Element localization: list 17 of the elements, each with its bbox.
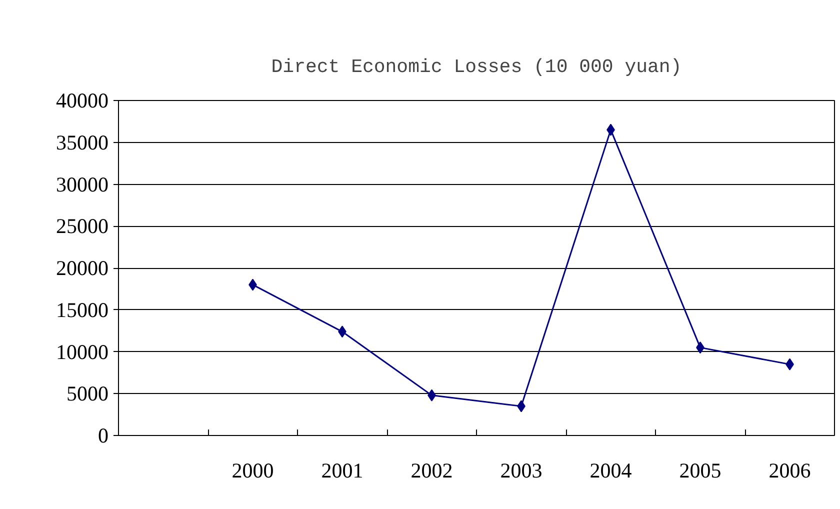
x-tick-label: 2003 xyxy=(500,458,542,482)
x-tick-label: 2000 xyxy=(232,458,274,482)
y-tick-label: 0 xyxy=(98,424,108,448)
y-tick-label: 20000 xyxy=(56,256,108,280)
y-tick-label: 10000 xyxy=(56,340,108,364)
y-tick-label: 5000 xyxy=(66,382,108,406)
x-tick-label: 2004 xyxy=(590,458,632,482)
y-tick-label: 25000 xyxy=(56,214,108,238)
x-tick-label: 2005 xyxy=(679,458,722,482)
y-tick-label: 40000 xyxy=(56,88,108,112)
x-tick-label: 2002 xyxy=(410,458,453,482)
chart-title: Direct Economic Losses (10 000 yuan) xyxy=(271,56,682,78)
x-tick-label: 2006 xyxy=(768,458,811,482)
y-tick-label: 15000 xyxy=(56,298,108,322)
x-tick-label: 2001 xyxy=(321,458,364,482)
y-tick-label: 35000 xyxy=(56,130,108,154)
y-tick-label: 30000 xyxy=(56,172,108,196)
